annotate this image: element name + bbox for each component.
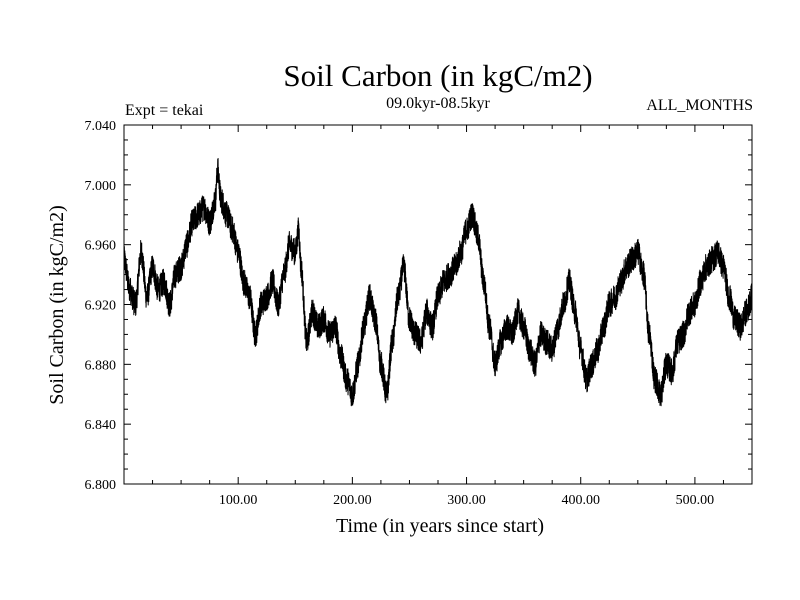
x-tick-label: 100.00 — [219, 493, 258, 508]
y-tick-label: 6.840 — [85, 418, 117, 433]
tick-labels: 6.800 6.840 6.880 6.920 6.960 7.000 7.040 100.0… — [85, 119, 715, 508]
y-tick-label: 6.880 — [85, 358, 117, 373]
chart-subtitle: 09.0kyr-08.5kyr — [386, 95, 490, 112]
plot-frame — [123, 124, 753, 485]
series-line — [123, 157, 753, 407]
x-axis-label: Time (in years since start) — [336, 515, 544, 537]
y-tick-label: 7.040 — [85, 119, 117, 134]
chart-title: Soil Carbon (in kgC/m2) — [283, 58, 592, 93]
y-tick-label: 6.960 — [85, 239, 117, 254]
y-tick-label: 6.800 — [85, 478, 117, 493]
y-tick-label: 7.000 — [85, 179, 117, 194]
series-layer — [123, 157, 753, 407]
x-tick-label: 300.00 — [447, 493, 486, 508]
experiment-label: Expt = tekai — [125, 102, 204, 119]
x-tick-label: 200.00 — [333, 493, 372, 508]
y-tick-label: 6.920 — [85, 299, 117, 314]
y-axis-label: Soil Carbon (in kgC/m2) — [46, 205, 68, 404]
axis-ticks — [124, 124, 752, 485]
months-label: ALL_MONTHS — [646, 97, 753, 114]
x-tick-label: 400.00 — [561, 493, 600, 508]
x-tick-label: 500.00 — [676, 493, 715, 508]
